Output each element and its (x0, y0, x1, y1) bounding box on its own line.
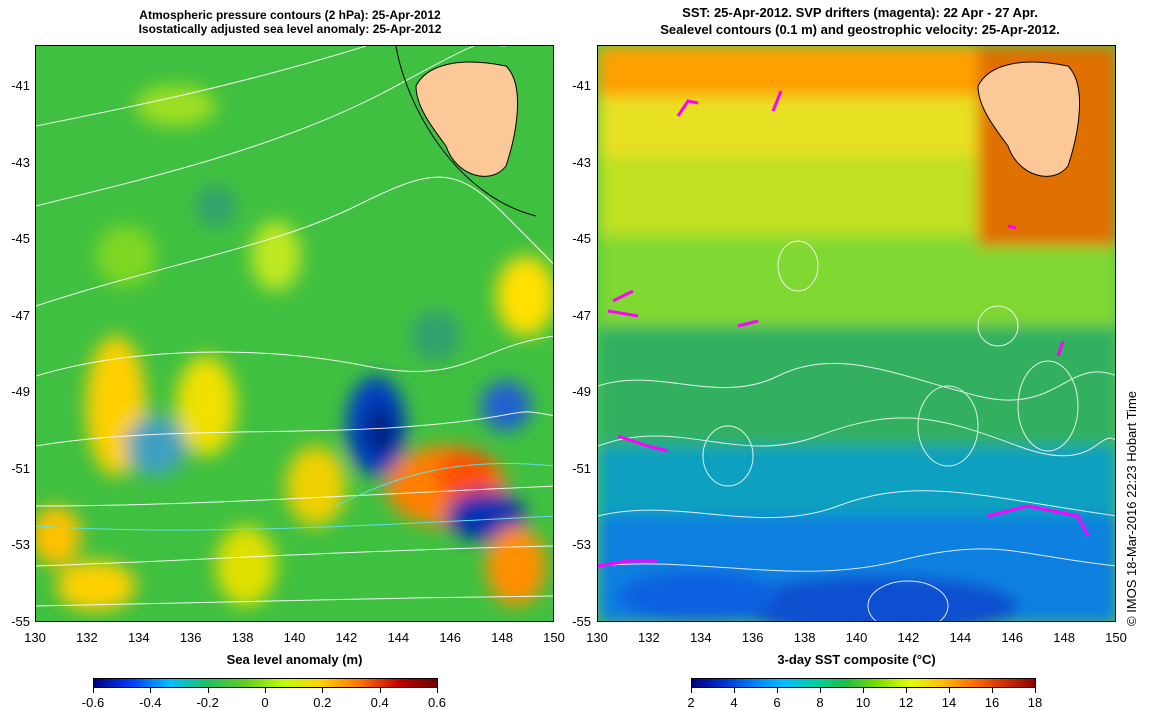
sea-level-anomaly-map[interactable] (35, 45, 554, 622)
left-title-line2: Isostatically adjusted sea level anomaly… (138, 22, 442, 36)
colorbar-tick-label: 0.2 (313, 695, 332, 710)
lon-tick-label: 142 (897, 630, 920, 645)
sla-field (36, 86, 553, 611)
lat-tick-label: -41 (11, 78, 30, 93)
lon-tick-label: 140 (845, 630, 868, 645)
tasmania-landmass (415, 61, 518, 177)
lat-tick-label: -55 (572, 613, 591, 629)
colorbar-tick (1035, 688, 1036, 693)
colorbar-tick-label: 0.6 (427, 695, 447, 710)
left-map-title: Atmospheric pressure contours (2 hPa): 2… (120, 8, 460, 36)
colorbar-tick-label: 0.4 (370, 695, 389, 710)
left-title-line1: Atmospheric pressure contours (2 hPa): 2… (139, 8, 441, 22)
lon-tick-label: 140 (283, 630, 306, 645)
imos-credit: © IMOS 18-Mar-2016 22:23 Hobart Time (1124, 390, 1139, 626)
lon-tick-label: 132 (638, 630, 660, 645)
colorbar-tick (949, 688, 950, 693)
lat-tick-label: -45 (11, 231, 30, 246)
lon-tick-label: 136 (741, 630, 764, 645)
sla-map-svg (36, 46, 553, 621)
sst-colorbar (691, 678, 1036, 688)
colorbar-tick (863, 688, 864, 693)
lon-tick-label: 148 (1053, 630, 1075, 645)
lon-tick-label: 138 (231, 630, 254, 645)
colorbar-tick (322, 688, 324, 693)
lon-tick-label: 130 (24, 630, 46, 645)
lat-tick-label: -49 (572, 384, 591, 399)
colorbar-tick-label: 10 (855, 695, 871, 710)
colorbar-tick (265, 688, 266, 693)
right-map-title: SST: 25-Apr-2012. SVP drifters (magenta)… (610, 4, 1110, 38)
lon-tick-label: 142 (335, 630, 358, 645)
lat-tick-label: -51 (572, 460, 591, 476)
colorbar-tick (777, 688, 778, 693)
colorbar-tick (437, 688, 438, 693)
pressure-contours (36, 46, 553, 607)
bathymetry-line (395, 46, 537, 217)
lat-tick-label: -43 (11, 154, 30, 170)
lat-tick-label: -49 (11, 384, 30, 399)
lat-tick-label: -47 (11, 307, 30, 323)
svp-drifters (598, 90, 1090, 568)
colorbar-tick (691, 688, 692, 693)
colorbar-tick-label: -0.2 (196, 695, 219, 710)
lat-tick-label: -55 (11, 613, 30, 629)
lon-tick-label: 150 (1105, 630, 1127, 645)
colorbar-tick (820, 688, 821, 693)
lon-tick-label: 148 (491, 630, 513, 645)
lon-tick-label: 136 (179, 630, 202, 645)
sst-map-svg (598, 46, 1115, 621)
colorbar-tick-label: 6 (773, 695, 781, 710)
lon-tick-label: 144 (949, 630, 972, 645)
lon-tick-label: 134 (689, 630, 712, 645)
lat-tick-label: -45 (572, 231, 591, 246)
colorbar-tick-label: 2 (687, 695, 695, 710)
colorbar-tick (379, 688, 381, 693)
sst-map[interactable] (597, 45, 1116, 622)
colorbar-tick (992, 688, 993, 693)
lat-tick-label: -51 (11, 460, 30, 476)
colorbar-tick (150, 688, 152, 693)
colorbar-tick (906, 688, 907, 693)
lat-tick-label: -47 (572, 307, 591, 323)
colorbar-tick-label: -0.4 (139, 695, 162, 710)
sst-colorbar-title: 3-day SST composite (°C) (777, 652, 936, 667)
colorbar-tick (207, 688, 209, 693)
colorbar-tick (93, 688, 94, 693)
lon-tick-label: 146 (439, 630, 462, 645)
colorbar-tick-label: 14 (941, 695, 957, 710)
lat-tick-label: -53 (572, 537, 591, 552)
lon-tick-label: 130 (586, 630, 608, 645)
lon-tick-label: 138 (793, 630, 816, 645)
colorbar-tick-label: -0.6 (81, 695, 105, 710)
colorbar-tick (734, 688, 735, 693)
lat-tick-label: -53 (11, 537, 30, 552)
lon-tick-label: 132 (76, 630, 98, 645)
sla-colorbar-title: Sea level anomaly (m) (226, 652, 363, 667)
lat-tick-label: -41 (572, 78, 591, 93)
colorbar-tick-label: 16 (984, 695, 1000, 710)
colorbar-tick-label: 12 (898, 695, 914, 710)
lat-tick-label: -43 (572, 154, 591, 170)
lon-tick-label: 150 (543, 630, 565, 645)
colorbar-tick-label: 18 (1027, 695, 1043, 710)
colorbar-tick-label: 0 (261, 695, 269, 710)
tasmania-landmass-sst (977, 61, 1080, 177)
lon-tick-label: 144 (387, 630, 410, 645)
lon-tick-label: 146 (1001, 630, 1024, 645)
colorbar-tick-label: 8 (816, 695, 824, 710)
right-title-line2: Sealevel contours (0.1 m) and geostrophi… (660, 22, 1060, 37)
colorbar-tick-label: 4 (730, 695, 738, 710)
lon-tick-label: 134 (127, 630, 150, 645)
right-title-line1: SST: 25-Apr-2012. SVP drifters (magenta)… (682, 5, 1038, 20)
sealevel-contours (598, 240, 1115, 621)
cyan-contours (36, 462, 553, 531)
sla-colorbar (93, 678, 438, 688)
